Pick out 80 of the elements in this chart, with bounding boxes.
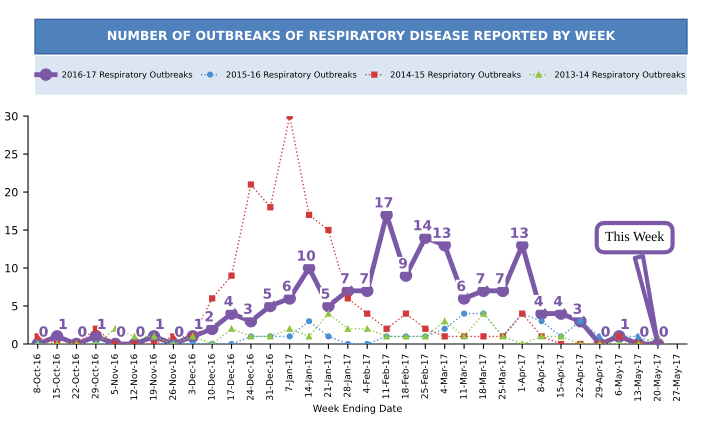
data-label: 10 bbox=[298, 250, 316, 261]
x-tick-label: 22-Oct-16 bbox=[72, 354, 80, 398]
x-tick-label: 25-Feb-17 bbox=[420, 354, 428, 399]
data-label: 13 bbox=[434, 227, 450, 238]
x-tick-label: 29-Apr-17 bbox=[596, 354, 604, 398]
x-tick-label: 3-Dec-16 bbox=[188, 354, 196, 394]
data-label: 5 bbox=[264, 288, 272, 299]
data-label: 0 bbox=[640, 326, 649, 337]
y-tick-label: 0 bbox=[12, 340, 18, 348]
data-label: 13 bbox=[511, 227, 528, 238]
data-label: 0 bbox=[175, 326, 184, 337]
x-tick-label: 8-Apr-17 bbox=[537, 354, 546, 392]
data-label: 1 bbox=[156, 318, 164, 329]
data-label: 0 bbox=[39, 326, 48, 337]
data-label: 7 bbox=[496, 273, 504, 284]
x-tick-label: 31-Dec-16 bbox=[266, 354, 273, 400]
x-tick-label: 7-Jan-17 bbox=[286, 354, 294, 392]
data-label: 9 bbox=[398, 258, 407, 268]
data-label: 2 bbox=[206, 311, 213, 322]
x-tick-label: 15-Apr-17 bbox=[556, 354, 566, 398]
x-tick-label: 14-Jan-17 bbox=[304, 354, 314, 397]
data-label: 1 bbox=[60, 318, 67, 329]
data-label: 0 bbox=[601, 326, 610, 337]
legend-label: 2014-15 Respriatory Outbreaks bbox=[390, 71, 521, 80]
data-label: 17 bbox=[376, 197, 392, 208]
x-tick-label: 11-Feb-17 bbox=[382, 354, 390, 398]
x-tick-label: 24-Dec-16 bbox=[246, 354, 254, 400]
x-tick-label: 15-Oct-16 bbox=[52, 354, 60, 398]
x-tick-label: 12-Nov-16 bbox=[130, 354, 138, 400]
y-tick-label: 30 bbox=[5, 112, 18, 120]
y-tick-label: 20 bbox=[4, 188, 18, 196]
data-label: 7 bbox=[341, 273, 349, 284]
x-tick-label: 13-May-17 bbox=[634, 354, 643, 401]
x-tick-label: 28-Jan-17 bbox=[344, 354, 352, 397]
data-label: 1 bbox=[98, 318, 106, 329]
x-tick-label: 26-Nov-16 bbox=[169, 354, 176, 400]
x-tick-label: 29-Oct-16 bbox=[92, 354, 98, 398]
x-tick-label: 4-Feb-17 bbox=[362, 354, 370, 394]
data-label: 4 bbox=[554, 296, 562, 306]
x-tick-label: 1-Apr-17 bbox=[518, 354, 527, 392]
x-tick-label: 21-Jan-17 bbox=[324, 354, 333, 397]
x-tick-label: 4-Mar-17 bbox=[440, 354, 448, 394]
y-tick-label: 10 bbox=[5, 264, 18, 272]
y-tick-label: 15 bbox=[5, 226, 18, 234]
y-tick-label: 5 bbox=[12, 302, 18, 310]
legend-label: 2016-17 Respiratory Outbreaks bbox=[62, 71, 192, 80]
x-tick-label: 20-May-17 bbox=[654, 354, 662, 402]
data-label: 0 bbox=[78, 326, 86, 337]
data-label: 1 bbox=[622, 318, 629, 329]
x-tick-label: 17-Dec-16 bbox=[227, 354, 234, 400]
x-tick-label: 19-Nov-16 bbox=[150, 354, 157, 400]
x-tick-label: 6-May-17 bbox=[614, 354, 624, 396]
data-label: 0 bbox=[660, 326, 668, 337]
x-tick-label: 10-Dec-16 bbox=[208, 354, 215, 400]
data-label: 4 bbox=[534, 296, 543, 306]
x-tick-label: 22-Apr-17 bbox=[576, 354, 585, 398]
x-tick-label: 27-May-17 bbox=[673, 354, 682, 402]
x-axis-title: Week Ending Date bbox=[313, 404, 402, 414]
x-tick-label: 11-Mar-17 bbox=[460, 354, 467, 399]
data-label: 0 bbox=[136, 326, 145, 337]
x-tick-label: 18-Mar-17 bbox=[479, 354, 486, 399]
data-label: 5 bbox=[322, 288, 330, 299]
data-label: 6 bbox=[282, 280, 291, 292]
data-label: 3 bbox=[244, 303, 252, 314]
data-label: 14 bbox=[414, 220, 432, 230]
annotation: This Week bbox=[605, 231, 664, 242]
x-tick-label: 5-Nov-16 bbox=[111, 354, 118, 394]
legend-label: 2013-14 Respiratory Outbreaks bbox=[555, 71, 685, 80]
data-label: 7 bbox=[476, 273, 484, 284]
data-label: 1 bbox=[195, 318, 202, 329]
x-tick-label: 25-Mar-17 bbox=[498, 354, 506, 400]
x-tick-label: 8-Oct-16 bbox=[34, 354, 40, 393]
data-label: 6 bbox=[457, 280, 466, 292]
x-tick-label: 18-Feb-17 bbox=[402, 354, 409, 398]
chart-title: NUMBER OF OUTBREAKS OF RESPIRATORY DISEASE REPORTED BY WEEK bbox=[108, 30, 616, 40]
data-label: 7 bbox=[360, 273, 368, 284]
data-label: 3 bbox=[574, 303, 582, 314]
data-label: 4 bbox=[224, 296, 233, 306]
legend-label: 2015-16 Respiratory Outbreaks bbox=[226, 71, 356, 80]
y-tick-label: 25 bbox=[4, 150, 18, 158]
